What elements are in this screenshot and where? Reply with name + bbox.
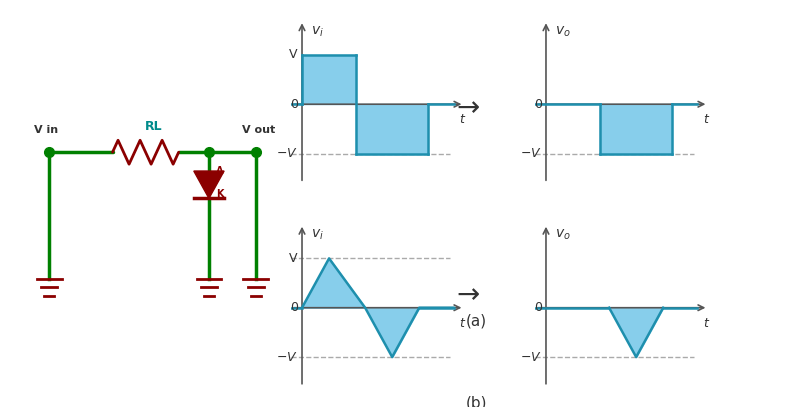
Text: $v_i$: $v_i$ [311, 24, 324, 39]
Text: $v_o$: $v_o$ [555, 24, 571, 39]
Text: $-V$: $-V$ [520, 147, 541, 160]
Text: (b): (b) [465, 395, 487, 407]
Text: t: t [459, 317, 464, 330]
Text: →: → [456, 94, 480, 122]
Polygon shape [194, 171, 224, 198]
Text: $v_i$: $v_i$ [311, 228, 324, 242]
Text: t: t [703, 317, 708, 330]
Text: 0: 0 [290, 98, 297, 111]
Text: $-V$: $-V$ [276, 350, 297, 363]
Text: $v_o$: $v_o$ [555, 228, 571, 242]
Text: V: V [289, 252, 297, 265]
Text: 0: 0 [290, 301, 297, 314]
Text: 0: 0 [534, 98, 541, 111]
Text: K: K [216, 189, 224, 199]
Text: RL: RL [145, 120, 163, 133]
Text: $-V$: $-V$ [276, 147, 297, 160]
Text: t: t [459, 113, 464, 126]
Text: A: A [216, 166, 224, 176]
Text: V in: V in [35, 125, 58, 136]
Text: (a): (a) [466, 314, 486, 328]
Text: t: t [703, 113, 708, 126]
Text: V out: V out [242, 125, 275, 136]
Text: →: → [456, 281, 480, 309]
Text: $-V$: $-V$ [520, 350, 541, 363]
Text: V: V [289, 48, 297, 61]
Text: 0: 0 [534, 301, 541, 314]
